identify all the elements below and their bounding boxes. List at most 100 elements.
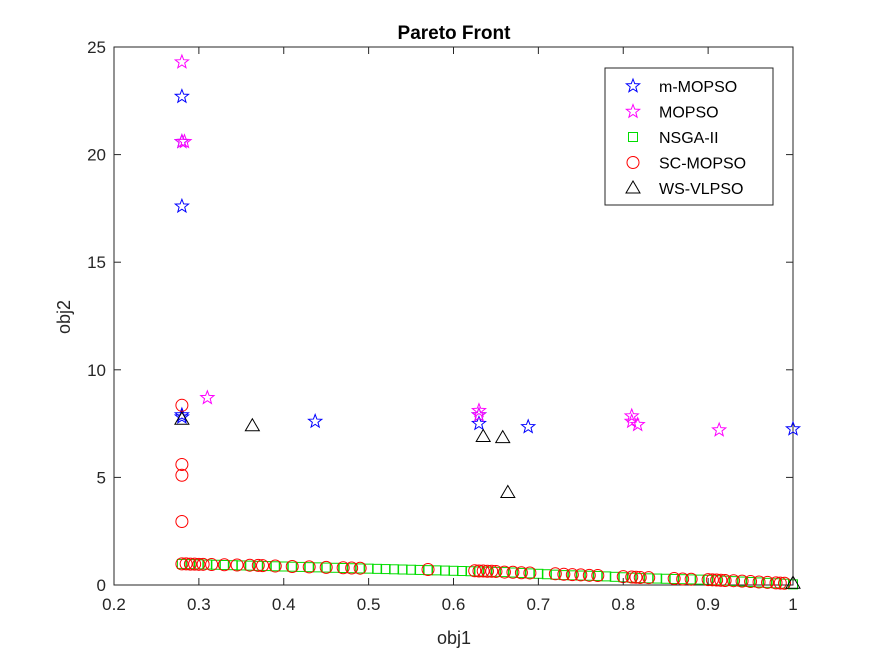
data-point [188, 557, 202, 571]
series-mopso [173, 53, 728, 437]
data-point [338, 562, 349, 573]
data-point [694, 574, 705, 585]
data-point [355, 563, 366, 574]
data-point [440, 565, 451, 576]
data-point [285, 559, 299, 573]
data-point [230, 558, 244, 572]
data-point [523, 566, 537, 580]
y-axis: 0 5 10 15 20 25 [87, 38, 793, 595]
data-point [592, 570, 603, 581]
x-tick-label: 0.6 [442, 595, 466, 614]
data-point [714, 573, 728, 587]
y-tick-label: 15 [87, 253, 106, 272]
data-point [744, 575, 758, 589]
data-point [329, 562, 340, 573]
legend-item: NSGA-II [628, 130, 719, 147]
data-point [710, 573, 724, 587]
data-point [567, 570, 578, 581]
legend-marker [624, 77, 642, 93]
data-point [520, 418, 537, 434]
data-point [705, 573, 719, 587]
data-point [175, 457, 189, 471]
data-point [514, 566, 528, 580]
data-point [497, 565, 511, 579]
data-point [745, 576, 756, 587]
data-point [609, 571, 620, 582]
data-point [735, 574, 749, 588]
data-point [550, 569, 561, 580]
data-point [414, 564, 425, 575]
data-point [205, 558, 219, 572]
data-point [270, 561, 281, 572]
data-point [431, 565, 442, 576]
data-point [287, 561, 298, 572]
data-point [558, 570, 569, 581]
legend-marker [626, 156, 640, 169]
legend-label: MOPSO [659, 105, 719, 122]
x-tick-label: 0.7 [527, 595, 551, 614]
data-point [516, 567, 527, 578]
data-point [173, 53, 190, 69]
x-tick-label: 0.4 [272, 595, 296, 614]
data-point [406, 564, 417, 575]
legend-label: NSGA-II [659, 130, 719, 147]
data-point [660, 573, 671, 584]
data-point [643, 573, 654, 584]
legend-item: MOPSO [624, 103, 719, 122]
data-point [718, 573, 732, 587]
legend-item: SC-MOPSO [626, 156, 746, 173]
data-point [423, 565, 434, 576]
data-point [494, 429, 511, 444]
series-sc-mopso [175, 398, 792, 590]
y-tick-label: 5 [97, 468, 106, 487]
legend: m-MOPSO MOPSO NSGA-II SC-MOPSO WS-VLPSO [604, 67, 774, 206]
y-tick-label: 0 [97, 576, 106, 595]
data-point [711, 421, 728, 437]
data-point [397, 564, 408, 575]
legend-item: WS-VLPSO [625, 180, 743, 198]
data-point [470, 406, 487, 422]
data-point [499, 484, 516, 498]
data-point [470, 415, 487, 431]
data-point [456, 566, 467, 577]
data-point [307, 413, 324, 429]
data-point [175, 515, 189, 529]
data-point [353, 561, 367, 575]
data-point [345, 561, 359, 575]
data-point [557, 567, 571, 581]
data-point [179, 557, 193, 571]
data-point [575, 570, 586, 581]
data-point [629, 570, 643, 584]
data-point [173, 406, 190, 422]
data-point [244, 560, 255, 571]
data-point [472, 564, 486, 578]
y-tick-label: 25 [87, 38, 106, 57]
legend-label: m-MOPSO [659, 79, 737, 96]
data-point [565, 568, 579, 582]
data-point [175, 557, 189, 571]
data-point [173, 88, 190, 104]
data-point [667, 572, 681, 586]
data-point [448, 565, 459, 576]
data-point [470, 402, 487, 418]
data-point [346, 563, 357, 574]
data-point [762, 577, 773, 588]
data-point [219, 559, 230, 570]
data-point [541, 569, 552, 580]
data-point [785, 575, 801, 589]
data-point [380, 564, 391, 575]
y-axis-label: obj2 [54, 300, 74, 334]
data-point [243, 558, 257, 572]
x-tick-label: 0.2 [102, 595, 126, 614]
y-tick-label: 20 [87, 146, 106, 165]
legend-box [604, 67, 774, 206]
legend-marker [628, 132, 638, 142]
data-point [295, 561, 306, 572]
data-point [489, 564, 503, 578]
x-tick-label: 0.3 [187, 595, 211, 614]
data-point [548, 567, 562, 581]
data-point [302, 560, 316, 574]
x-tick-label: 0.9 [696, 595, 720, 614]
data-point [475, 428, 492, 443]
